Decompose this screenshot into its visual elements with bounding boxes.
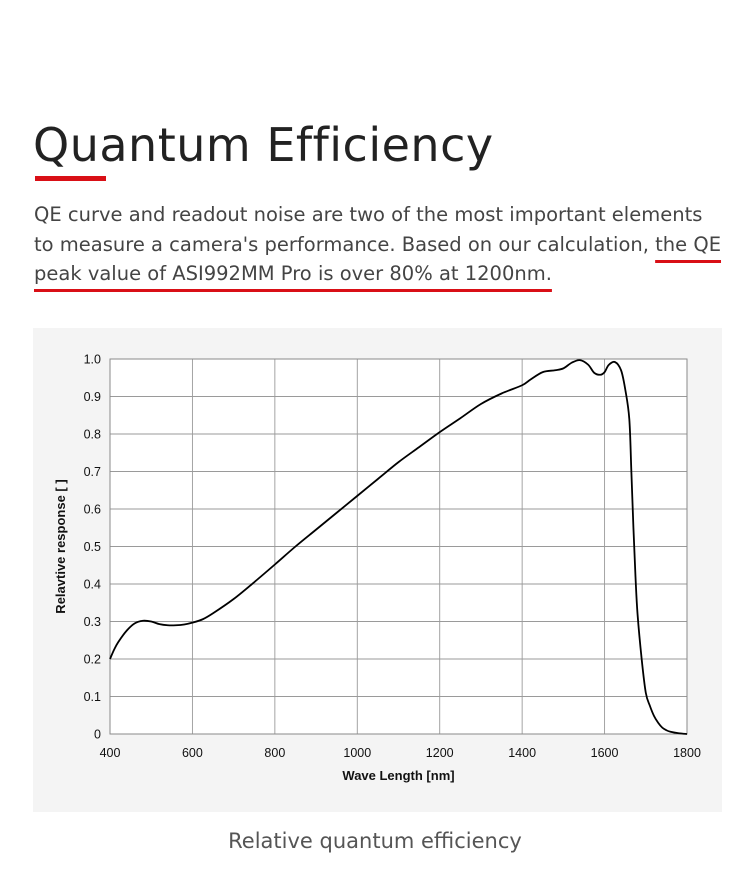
x-tick-label: 1000 [343,746,371,760]
y-tick-label: 0.5 [84,540,101,554]
x-tick-label: 1200 [426,746,454,760]
qe-curve [109,359,688,735]
y-tick-label: 0 [94,728,101,742]
chart-panel: 400 600 800 1000 1200 1400 1600 1800 0 0.1 0.2 0.3 0… [33,328,722,812]
x-tick-label: 800 [264,746,285,760]
x-tick-label: 400 [100,746,121,760]
y-tick-label: 1.0 [84,353,101,367]
y-tick-label: 0.7 [84,465,101,479]
chart-caption: Relative quantum efficiency [228,829,522,853]
x-axis-label: Wave Length [nm] [342,768,454,783]
description: QE curve and readout noise are two of th… [34,200,724,289]
y-tick-label: 0.4 [84,578,101,592]
x-tick-label: 1600 [591,746,619,760]
y-tick-label: 0.9 [84,390,101,404]
y-axis-label: Relavtive response [ ] [53,479,68,613]
y-tick-label: 0.6 [84,503,101,517]
x-tick-label: 1800 [673,746,701,760]
description-highlight: the QE peak value of ASI992MM Pro is ove… [34,232,722,286]
x-tick-label: 600 [182,746,203,760]
page-title: Quantum Efficiency [33,118,494,172]
y-tick-label: 0.8 [84,428,101,442]
x-tick-label: 1400 [508,746,536,760]
y-tick-label: 0.2 [84,653,101,667]
y-tick-label: 0.1 [84,690,101,704]
qe-chart: 400 600 800 1000 1200 1400 1600 1800 0 0.1 0.2 0.3 0… [53,353,701,784]
title-accent-bar [35,176,106,181]
plot-border [109,358,688,735]
y-tick-label: 0.3 [84,615,101,629]
description-text: QE curve and readout noise are two of th… [34,203,703,256]
